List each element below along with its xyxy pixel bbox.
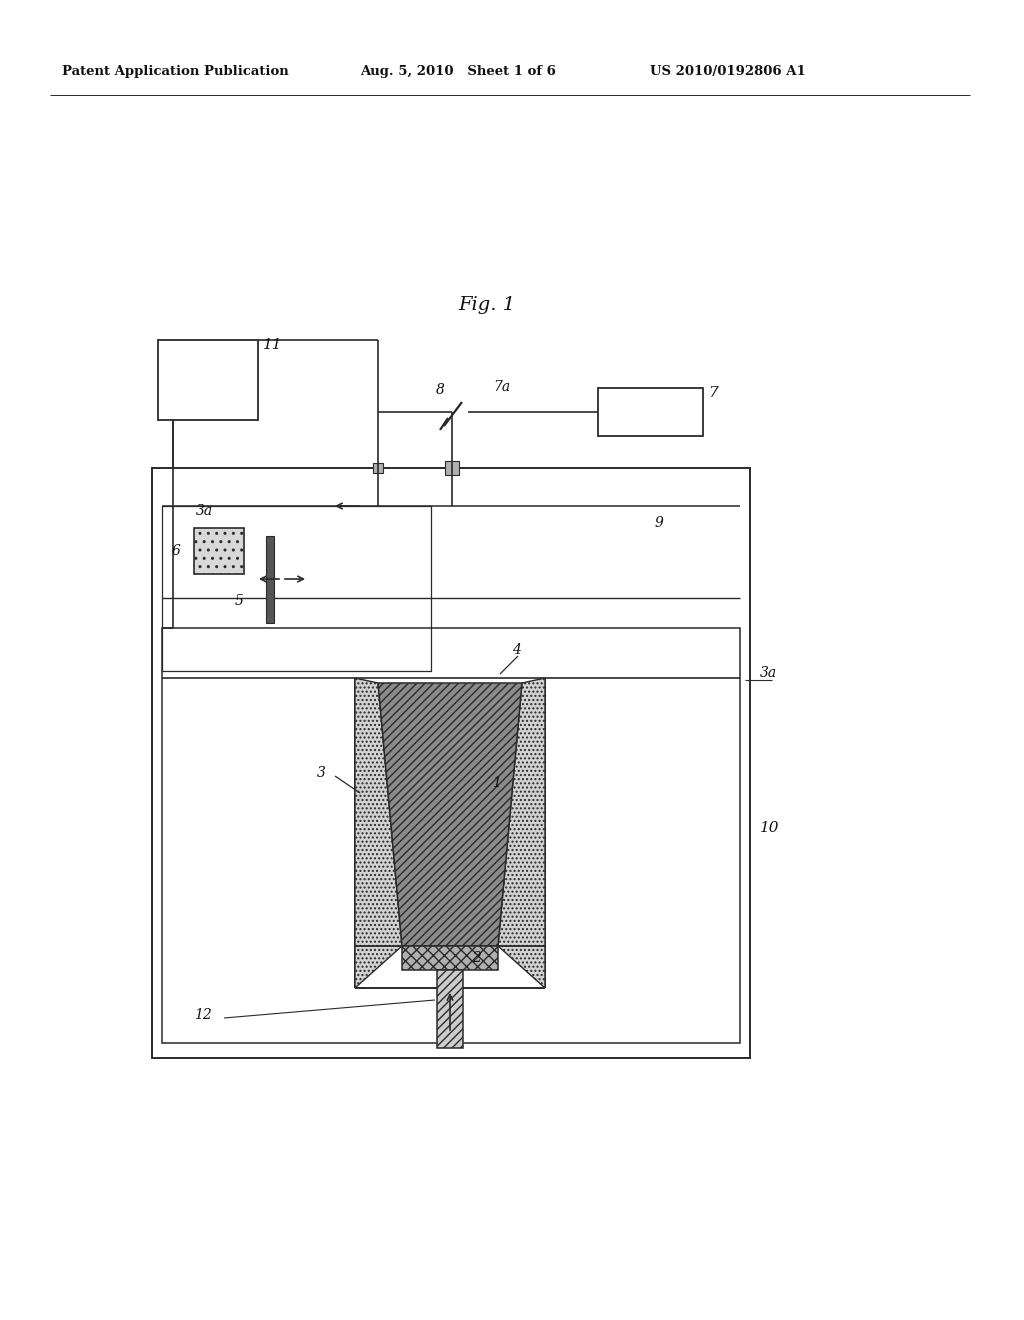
Text: 3a: 3a [196,504,213,517]
Bar [373,463,383,473]
Bar [194,528,244,574]
Text: 7a: 7a [493,380,510,393]
Text: Patent Application Publication: Patent Application Publication [62,66,289,78]
Text: 11: 11 [263,338,283,352]
Text: 4: 4 [512,643,521,657]
Polygon shape [498,678,545,987]
Bar [162,506,431,671]
Text: US 2010/0192806 A1: US 2010/0192806 A1 [650,66,806,78]
Bar [162,628,740,1043]
Text: 10: 10 [760,821,779,836]
Bar [598,388,703,436]
Text: 8: 8 [436,383,444,397]
Bar [445,461,459,475]
Text: 3: 3 [317,766,326,780]
Text: 7: 7 [708,385,718,400]
Text: 6: 6 [172,544,181,558]
Text: 12: 12 [194,1008,212,1022]
Text: 9: 9 [655,516,664,531]
Bar [152,469,750,1059]
Bar [437,970,463,1048]
Text: 1: 1 [492,776,501,789]
Text: Fig. 1: Fig. 1 [459,296,515,314]
Polygon shape [355,678,402,987]
Bar [266,536,274,623]
Bar [158,341,258,420]
Bar [402,946,498,970]
Text: 3a: 3a [760,667,777,680]
Text: 5: 5 [234,594,244,609]
Polygon shape [378,682,522,946]
Text: Aug. 5, 2010   Sheet 1 of 6: Aug. 5, 2010 Sheet 1 of 6 [360,66,556,78]
Text: 2: 2 [472,950,481,965]
